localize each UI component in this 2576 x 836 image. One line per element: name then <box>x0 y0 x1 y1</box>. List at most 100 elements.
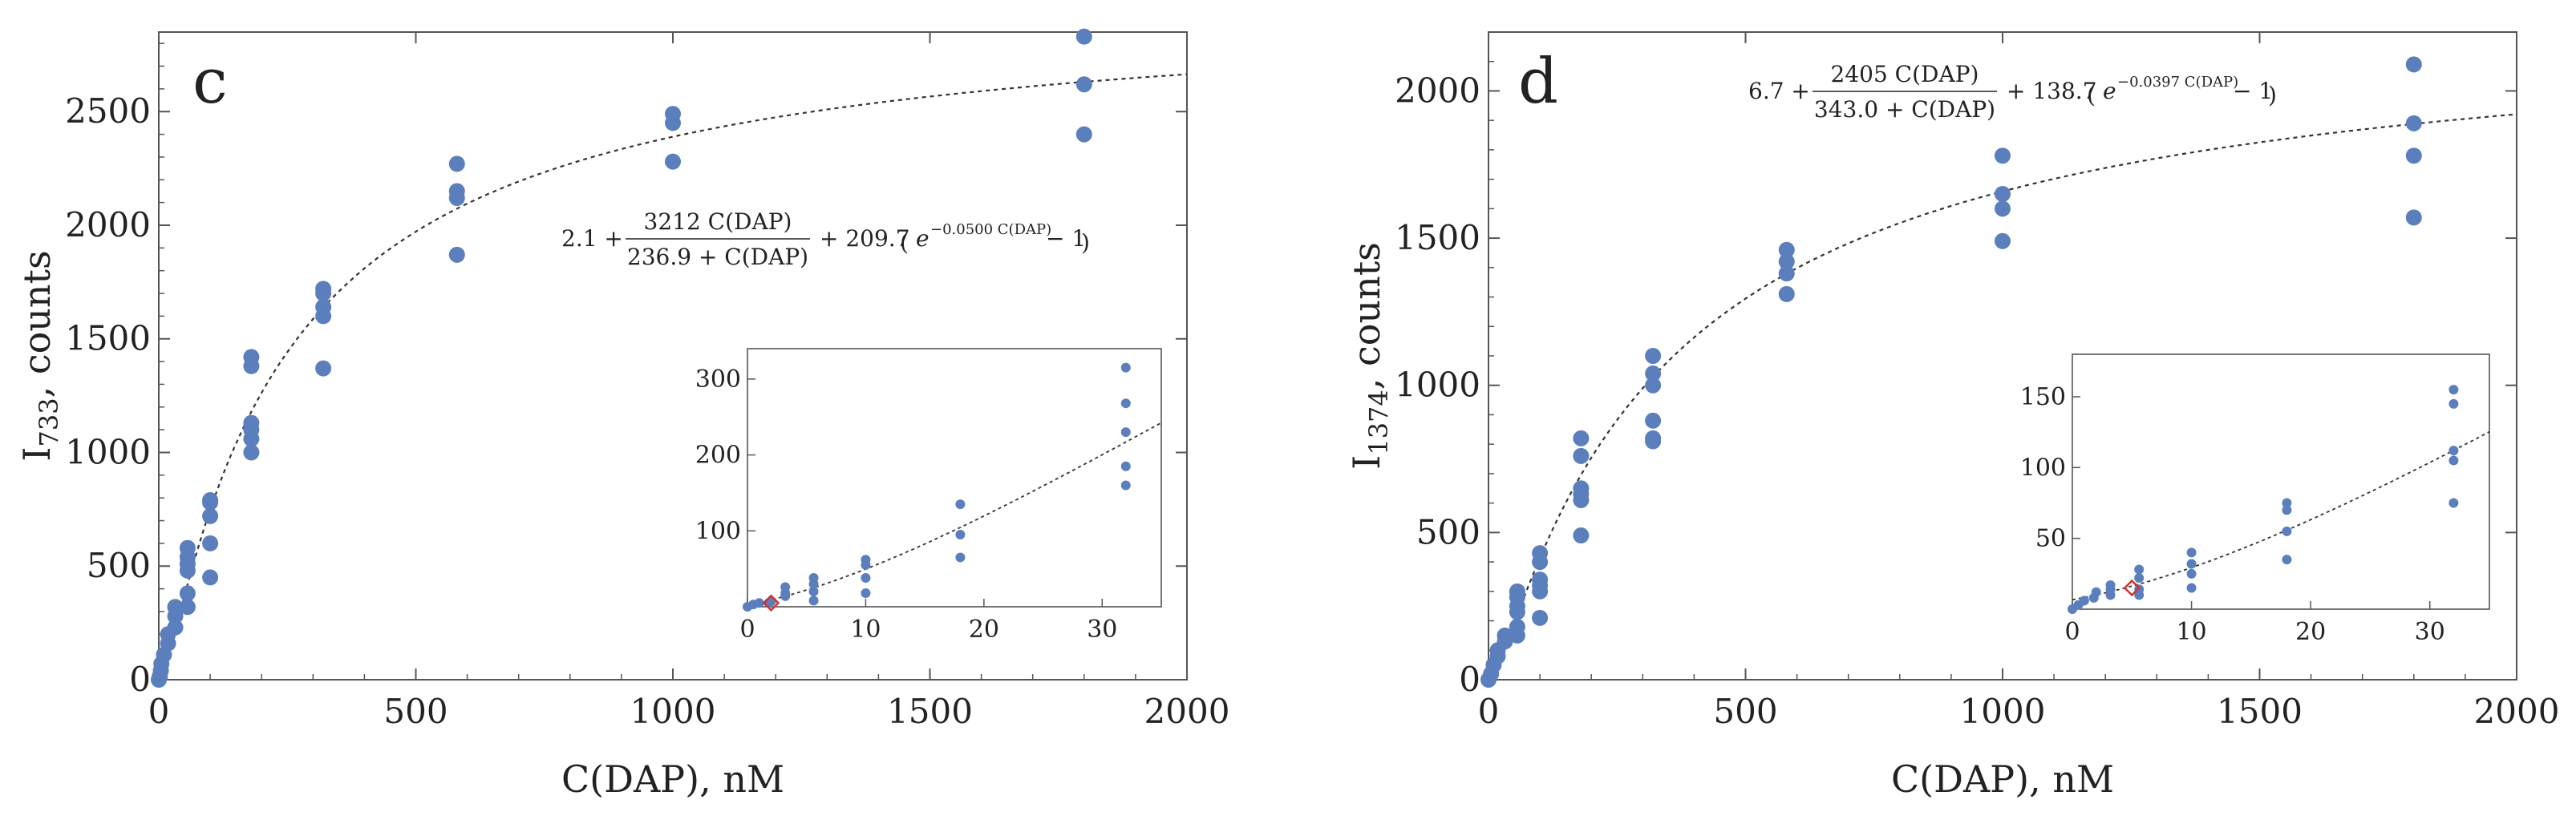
x-tick-label: 0 <box>1478 692 1500 731</box>
inset-x-tick-label: 20 <box>2295 618 2326 646</box>
y-tick-label: 1500 <box>1395 218 1480 257</box>
inset-frame <box>747 348 1162 608</box>
data-point <box>1532 609 1549 626</box>
inset-data-point <box>808 596 819 606</box>
data-point <box>1573 480 1590 497</box>
formula-open-paren: ( <box>2087 82 2096 108</box>
data-point <box>167 619 184 636</box>
inset-data-point <box>1120 398 1131 409</box>
inset-data-point <box>2448 498 2459 508</box>
data-point <box>1645 348 1662 364</box>
formula-tail-coefficient: + 138.7 <box>2007 78 2097 104</box>
x-tick-label: 500 <box>383 692 448 731</box>
data-point <box>315 360 332 377</box>
data-point <box>1778 265 1795 282</box>
data-point <box>179 585 196 602</box>
x-tick-label: 1000 <box>630 692 716 731</box>
y-axis-title-base: I <box>1345 455 1388 470</box>
inset-limit-marker <box>762 594 780 612</box>
data-point <box>665 106 681 123</box>
inset-data-point <box>2105 580 2116 590</box>
data-point <box>202 492 219 509</box>
y-axis-title-rest: , counts <box>1345 242 1388 390</box>
x-tick-label: 1500 <box>2217 692 2303 731</box>
data-point <box>2405 115 2422 131</box>
data-point <box>1075 76 1092 93</box>
data-point <box>315 299 332 316</box>
y-tick-label: 500 <box>87 546 151 585</box>
y-tick-label: 2000 <box>65 205 151 244</box>
x-tick-label: 1500 <box>887 692 973 731</box>
inset-y-tick-label: 100 <box>695 517 741 545</box>
inset-limit-marker <box>2123 579 2141 597</box>
formula-close-paren: ) <box>2268 82 2277 108</box>
inset-data-point <box>955 499 966 510</box>
inset-y-tick-label: 150 <box>2020 383 2066 411</box>
data-point <box>448 246 465 263</box>
inset-data-point <box>2448 398 2459 409</box>
formula-close-paren: ) <box>1081 229 1090 256</box>
y-tick-label: 1000 <box>1395 365 1480 405</box>
inset-x-tick-label: 20 <box>969 616 999 644</box>
data-point <box>1573 447 1590 464</box>
data-point <box>243 414 260 431</box>
inset-data-point <box>1120 427 1131 438</box>
inset-data-point <box>1120 461 1131 471</box>
formula-tail-coefficient: + 209.7 <box>820 225 910 252</box>
inset-x-tick-label: 30 <box>1087 616 1117 644</box>
inset-fit-curve <box>2072 430 2490 601</box>
inset-data-point <box>2186 547 2197 558</box>
inset-x-tick-label: 10 <box>850 616 881 644</box>
formula-denominator: 343.0 + C(DAP) <box>1814 96 1995 123</box>
data-point <box>1645 377 1662 394</box>
formula-lead: 2.1 + <box>561 225 623 252</box>
inset-data-point <box>1120 480 1131 491</box>
x-tick-label: 500 <box>1713 692 1777 731</box>
inset-data-point <box>955 530 966 540</box>
data-point <box>1497 627 1513 644</box>
data-point <box>1778 241 1795 258</box>
fit-formula: 2.1 +3212 C(DAP)236.9 + C(DAP)+ 209.7(e −… <box>561 208 1090 270</box>
x-tick-label: 1000 <box>1960 692 2046 731</box>
data-point <box>2405 56 2422 73</box>
inset-data-point <box>2282 505 2292 515</box>
y-axis-title-subscript: 1374 <box>1363 390 1394 454</box>
inset-x-tick-label: 10 <box>2176 618 2206 646</box>
inset-data-point <box>2134 564 2145 575</box>
data-point <box>1573 527 1590 544</box>
fit-curve <box>158 73 1188 680</box>
y-tick-label: 1500 <box>65 319 151 358</box>
data-point <box>167 599 184 616</box>
panel-d-chart: 0 500 1000 1500 20000500100015002000C(DAP), … <box>1345 31 2559 801</box>
inset-y-tick-label: 100 <box>2020 454 2066 482</box>
data-point <box>179 539 196 556</box>
inset-y-tick-label: 300 <box>695 365 741 394</box>
formula-exp-base: e <box>916 225 930 252</box>
y-tick-label: 500 <box>1416 512 1480 551</box>
y-tick-label: 1000 <box>65 432 151 471</box>
inset-data-point <box>2448 385 2459 395</box>
formula-denominator: 236.9 + C(DAP) <box>627 244 808 270</box>
formula-tail-end: − 1 <box>1046 225 1086 252</box>
inset-data-point <box>1120 362 1131 373</box>
data-point <box>179 599 196 616</box>
data-point <box>1995 232 2011 249</box>
y-tick-label: 2000 <box>1395 71 1480 110</box>
data-point <box>1532 545 1549 562</box>
y-axis-title: I733, counts <box>15 250 64 461</box>
inset-y-tick-label: 200 <box>695 442 741 470</box>
inset-y-tick-label: 50 <box>2035 525 2066 553</box>
formula-numerator: 2405 C(DAP) <box>1831 61 1979 87</box>
data-point <box>1645 365 1662 382</box>
inset-data-point <box>2079 596 2089 606</box>
y-axis-title-subscript: 733 <box>34 398 64 446</box>
data-point <box>1075 126 1092 143</box>
formula-numerator: 3212 C(DAP) <box>644 208 792 235</box>
inset-x-tick-label: 30 <box>2415 618 2445 646</box>
data-point <box>1075 28 1092 45</box>
inset-data-point <box>955 552 966 563</box>
inset-data-point <box>861 555 871 565</box>
y-tick-label: 0 <box>129 660 151 699</box>
x-tick-label: 0 <box>148 692 170 731</box>
formula-tail-end: − 1 <box>2233 78 2273 104</box>
